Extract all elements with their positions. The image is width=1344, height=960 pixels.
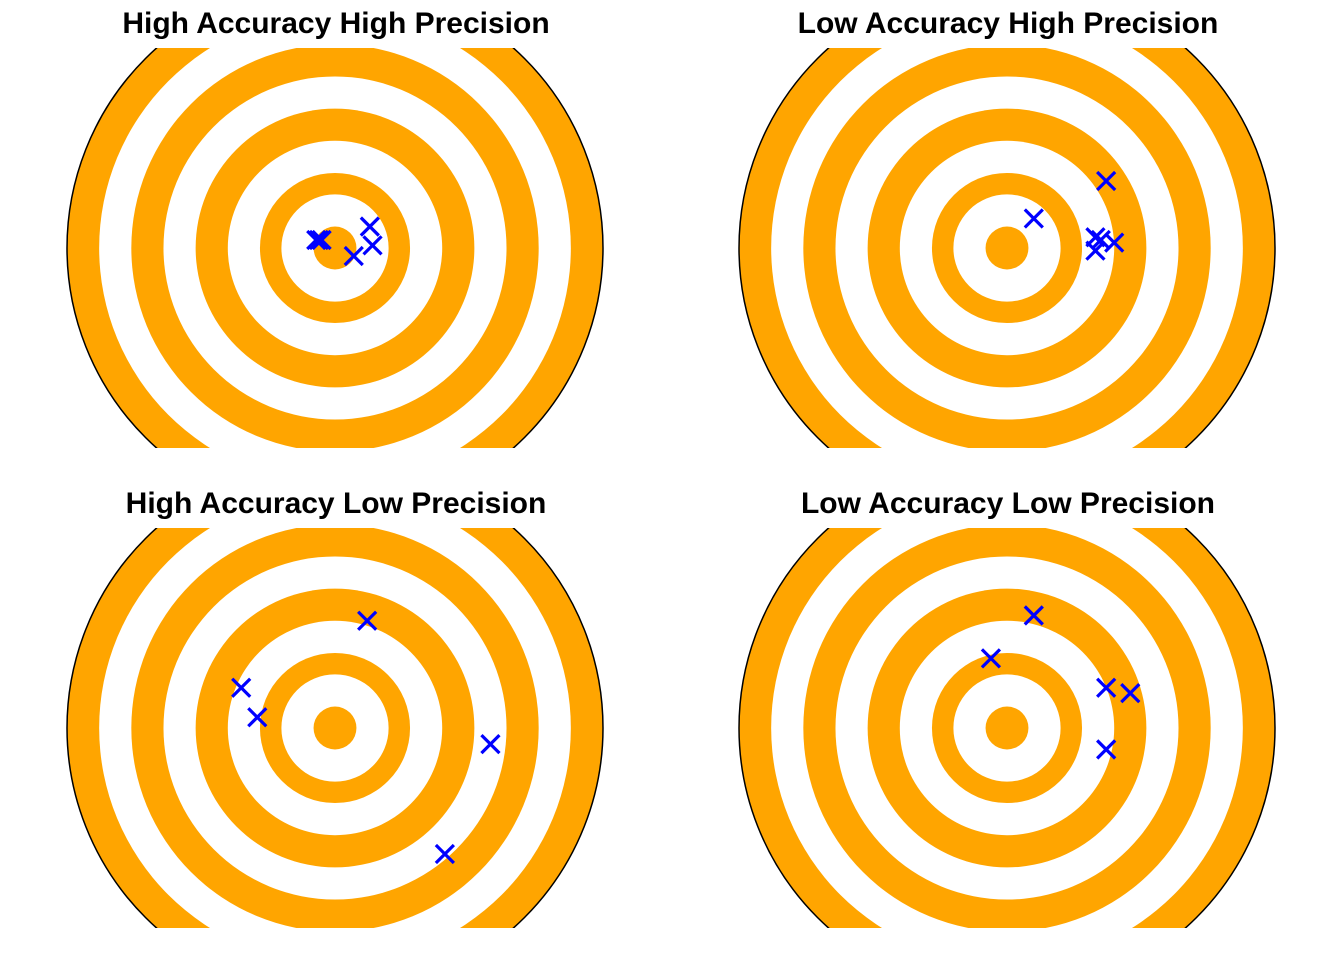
chart-title: High Accuracy Low Precision: [125, 487, 547, 520]
chart-panel-2: Low Accuracy High Precision: [672, 0, 1344, 480]
chart-panel-4: Low Accuracy Low Precision: [672, 480, 1344, 960]
shot-marker: [480, 733, 501, 755]
target-rings: [738, 48, 1276, 448]
target-ring-orange: [313, 706, 357, 750]
shot-marker: [1023, 605, 1044, 626]
chart-panel-3: High Accuracy Low Precision: [0, 480, 672, 960]
shot-marker: [306, 229, 327, 251]
shot-marker: [231, 677, 252, 698]
shot-marker: [1085, 240, 1106, 261]
shot-marker: [1023, 208, 1044, 229]
chart-title: Low Accuracy Low Precision: [800, 487, 1215, 520]
target-plot: [66, 48, 604, 448]
shot-marker: [362, 235, 383, 256]
target-ring-orange: [985, 706, 1029, 750]
shot-marker: [247, 707, 268, 728]
shot-marker: [311, 229, 332, 251]
shot-marker: [1104, 232, 1125, 253]
shot-marker: [343, 245, 364, 267]
shot-marker: [980, 648, 1002, 669]
target-ring-orange: [313, 226, 357, 270]
target-plot: [738, 528, 1276, 928]
shot-marker: [434, 843, 456, 865]
shot-marker: [1120, 683, 1141, 704]
shot-marker: [308, 229, 330, 251]
target-plot: [738, 48, 1276, 448]
chart-title: High Accuracy High Precision: [122, 7, 550, 40]
shot-marker: [357, 610, 378, 631]
target-plot: [66, 528, 604, 928]
target-rings: [66, 528, 604, 928]
target-ring-orange: [985, 226, 1029, 270]
shot-marker: [1096, 677, 1117, 698]
target-rings: [66, 48, 604, 448]
shot-marker: [1096, 170, 1117, 192]
target-rings: [738, 528, 1276, 928]
chart-title: Low Accuracy High Precision: [797, 7, 1219, 40]
shot-marker: [1096, 739, 1117, 760]
shot-marker: [359, 216, 380, 237]
chart-panel-1: High Accuracy High Precision: [0, 0, 672, 480]
